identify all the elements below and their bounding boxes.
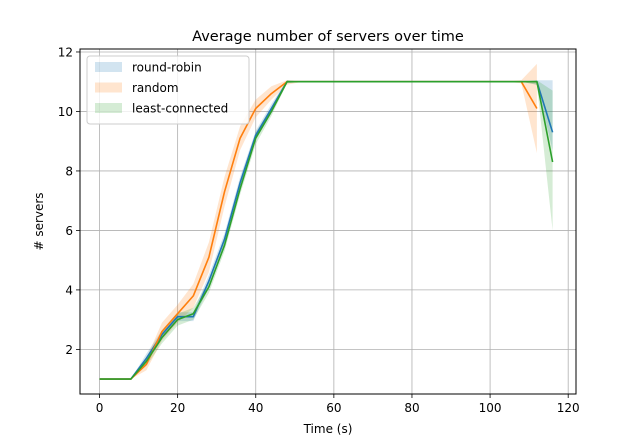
legend-label-least-connected: least-connected [132,102,228,116]
series-lines [99,80,554,380]
x-tick-label: 100 [479,401,502,415]
grid [80,49,576,394]
legend-swatch-round-robin [95,62,122,72]
y-tick-label: 12 [58,45,73,59]
chart-title: Average number of servers over time [192,29,464,45]
legend-swatch-random [95,82,122,93]
axis-ticks: 0 20 40 60 80 100 120 2 4 6 8 10 12 [58,45,580,415]
x-axis-label: Time (s) [303,422,353,436]
y-tick-label: 8 [65,164,73,178]
y-axis-label: # servers [32,192,46,250]
x-tick-label: 0 [96,401,104,415]
legend-swatch-least-connected [95,103,122,113]
legend-label-round-robin: round-robin [132,61,202,75]
x-tick-label: 120 [557,401,580,415]
line-least-connected [99,80,554,380]
x-tick-label: 40 [248,401,263,415]
legend-label-random: random [132,81,179,95]
legend-frame [86,55,250,125]
x-tick-label: 80 [404,401,419,415]
x-tick-label: 60 [326,401,341,415]
y-tick-label: 2 [65,343,73,357]
plot-frame [79,48,577,395]
x-tick-label: 20 [170,401,185,415]
y-tick-label: 4 [65,283,73,297]
legend: round-robin random least-connected [86,55,250,125]
y-tick-label: 10 [58,105,73,119]
y-tick-label: 6 [65,224,73,238]
